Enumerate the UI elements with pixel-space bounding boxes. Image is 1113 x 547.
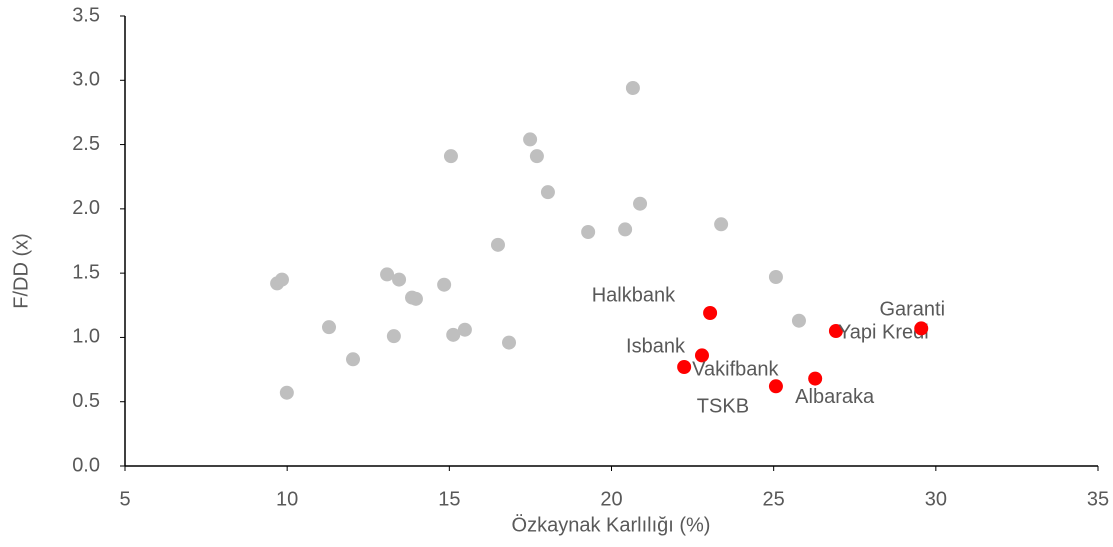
point: [677, 360, 692, 374]
point-label: Albaraka: [795, 386, 875, 408]
y-tick-label: 1.0: [72, 326, 100, 348]
y-axis-label: F/DD (x): [10, 233, 32, 309]
point: [768, 270, 783, 284]
y-tick-label: 2.0: [72, 197, 100, 219]
y-tick-label: 3.0: [72, 69, 100, 91]
point: [457, 322, 472, 337]
point: [633, 196, 648, 211]
point: [625, 81, 640, 95]
point: [540, 185, 555, 200]
point: [392, 272, 407, 287]
point: [380, 267, 395, 282]
x-tick-label: 10: [276, 488, 298, 510]
x-tick-label: 25: [763, 488, 785, 510]
y-tick-label: 1.5: [72, 261, 100, 283]
point: [279, 385, 294, 400]
point-label: Garanti: [879, 299, 945, 321]
point: [714, 217, 729, 232]
point-label: Isbank: [626, 336, 686, 358]
point-label: TSKB: [697, 396, 749, 418]
point: [346, 352, 361, 367]
x-tick-label: 5: [119, 488, 130, 510]
point: [386, 329, 401, 344]
y-tick-label: 0.5: [72, 390, 100, 412]
point: [828, 324, 843, 338]
point: [581, 225, 596, 239]
point: [490, 237, 505, 252]
point: [443, 149, 458, 164]
point: [446, 327, 461, 342]
point: [529, 149, 544, 164]
point-label: Vakifbank: [692, 358, 779, 380]
x-tick-label: 30: [925, 488, 947, 510]
point-label: Yapi Kredi: [838, 321, 929, 343]
point: [408, 291, 423, 306]
x-tick-label: 35: [1087, 488, 1109, 510]
point-label: Halkbank: [592, 284, 676, 306]
point: [322, 320, 337, 335]
point: [502, 335, 517, 350]
point: [703, 306, 718, 320]
point: [694, 348, 709, 363]
x-tick-label: 20: [600, 488, 622, 510]
x-axis-label: Özkaynak Karlılığı (%): [512, 514, 711, 536]
y-tick-label: 2.5: [72, 133, 100, 155]
point: [808, 371, 823, 386]
point: [768, 379, 783, 394]
point: [791, 313, 806, 328]
point: [914, 321, 929, 336]
point: [437, 277, 452, 292]
point: [274, 272, 289, 287]
x-tick-label: 15: [438, 488, 460, 510]
point: [618, 222, 633, 237]
y-tick-label: 0.0: [72, 454, 100, 476]
point: [523, 132, 538, 147]
y-tick-label: 3.5: [72, 4, 100, 26]
